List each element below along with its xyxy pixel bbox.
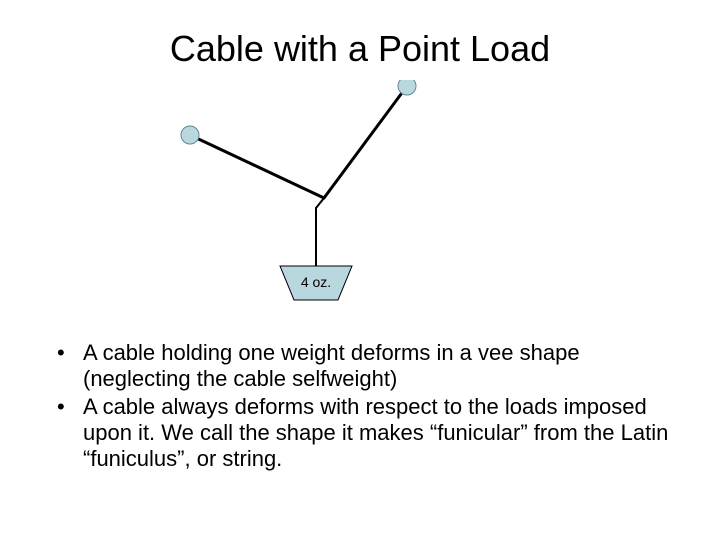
bullet-text: A cable holding one weight deforms in a …	[83, 340, 675, 392]
cable-right-segment	[324, 86, 407, 198]
cable-left-segment	[190, 135, 324, 198]
bullet-item: • A cable holding one weight deforms in …	[55, 340, 675, 392]
bullet-list: • A cable holding one weight deforms in …	[55, 340, 675, 474]
right-pin	[398, 80, 416, 95]
bullet-text: A cable always deforms with respect to t…	[83, 394, 675, 472]
bullet-marker: •	[55, 340, 83, 392]
left-pin	[181, 126, 199, 144]
diagram-svg: 4 oz.	[120, 80, 480, 320]
slide-title: Cable with a Point Load	[0, 28, 720, 70]
cable-diagram: 4 oz.	[120, 80, 480, 320]
bullet-marker: •	[55, 394, 83, 472]
cable-kink	[316, 198, 324, 208]
weight-label: 4 oz.	[301, 274, 331, 290]
bullet-item: • A cable always deforms with respect to…	[55, 394, 675, 472]
